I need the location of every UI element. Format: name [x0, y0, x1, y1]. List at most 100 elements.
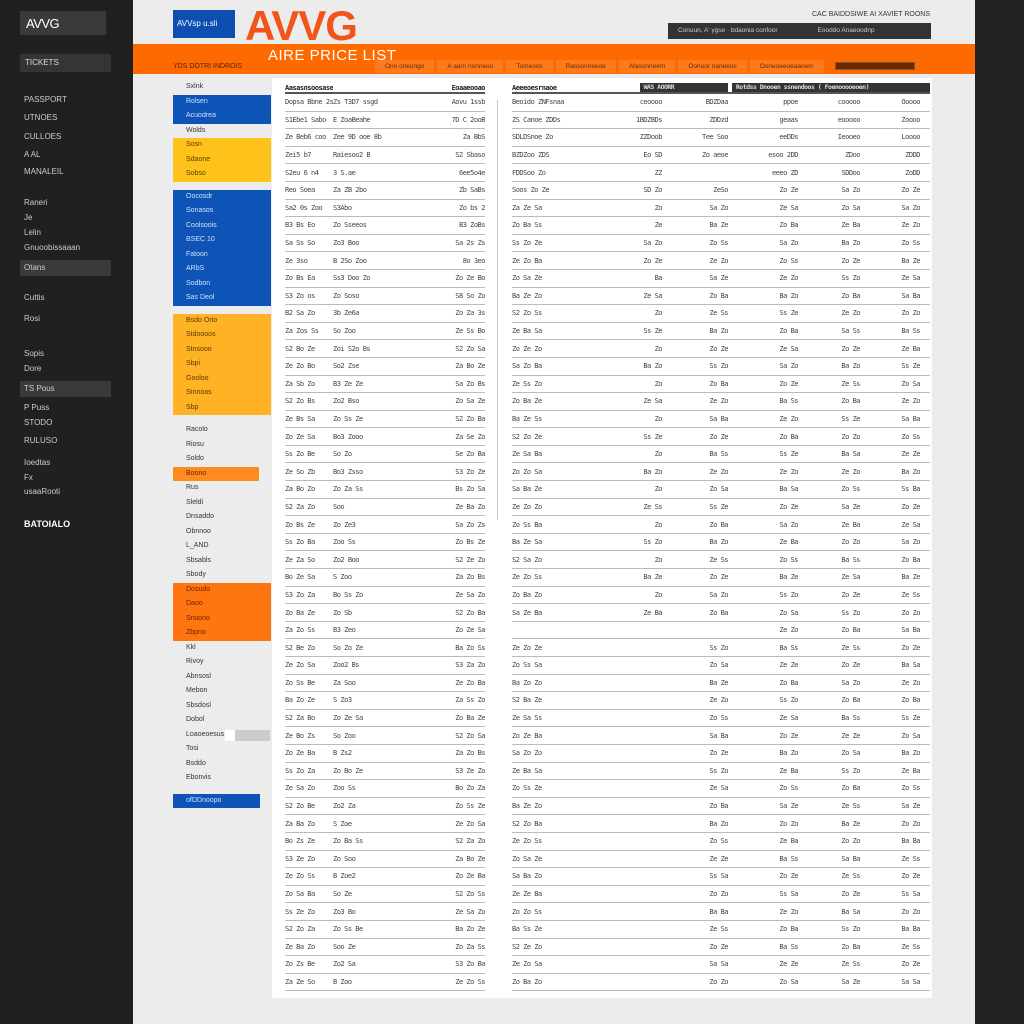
table-row[interactable]: S2 Ba Ze Ze Zo Ss Zo Zo Ba Zo Ba: [512, 692, 930, 710]
table-row[interactable]: Ba Ze Ss Zo Sa Ba Ze Zo Ss Ze Sa Ba: [512, 411, 930, 429]
category-item[interactable]: Loaoeoesus: [173, 728, 271, 743]
sidebar-item[interactable]: RULUSO: [24, 436, 58, 445]
table-row[interactable]: S2eu 6 n4 3 S.ae 6ee5o4e: [285, 164, 485, 182]
category-item[interactable]: Kkl: [173, 641, 271, 656]
category-item[interactable]: Sobso: [173, 167, 271, 182]
sidebar-item[interactable]: Sopis: [24, 349, 45, 358]
category-item[interactable]: Bsddo: [173, 757, 271, 772]
table-row[interactable]: Zo Zs Be Zo2 Sa S3 Zo Ba: [285, 956, 485, 974]
table-row[interactable]: Zo Ss Ba Zo Zo Ba Sa Zo Ze Ba Ze Sa: [512, 516, 930, 534]
table-row[interactable]: S3 Ze Zo Zo Soo Za Bo Ze: [285, 851, 485, 869]
category-item[interactable]: BSEC 10: [173, 233, 271, 248]
table-row[interactable]: S2 Zo Bs Zo2 Bso Zo Sa Ze: [285, 393, 485, 411]
table-row[interactable]: Zo Ze Ba B Zs2 Za Zo Bs: [285, 745, 485, 763]
table-row[interactable]: Ss Ze Zo Zo3 Bo Ze Sa Zo: [285, 903, 485, 921]
table-row[interactable]: Zo Ss Be Za Soo Ze Zo Ba: [285, 675, 485, 693]
table-row[interactable]: Ze Sa Ss Zo Ss Ze Sa Ba Ss Ss Ze: [512, 710, 930, 728]
table-row[interactable]: Za Bo Zo Zo Za Ss Bs Zo Sa: [285, 481, 485, 499]
table-row[interactable]: Ze Ba Sa Ss Zo Ze Ba Ss Zo Ze Ba: [512, 763, 930, 781]
category-item[interactable]: Abnsosl: [173, 670, 271, 685]
category-item[interactable]: Riosu: [173, 438, 271, 453]
table-row[interactable]: Zo Ba Zo Zo Zo Zo Sa Sa Ze Sa Sa: [512, 974, 930, 992]
topbar-link[interactable]: Eooddo Anaeoodnp: [817, 27, 875, 34]
table-row[interactable]: S2 Zo Be Zo2 Za Zo Ss Ze: [285, 798, 485, 816]
table-row[interactable]: Zo Ba Ss Ze Ba Ze Zo Ba Ze Ba Ze Zo: [512, 217, 930, 235]
sidebar-item[interactable]: Gnuoobissaaan: [24, 243, 81, 252]
table-row[interactable]: Ze Zo Bo So2 Zse Za Bo Ze: [285, 358, 485, 376]
sidebar-item[interactable]: Dore: [24, 364, 42, 373]
table-row[interactable]: S1Ebe1 Sabo E ZoaBeahe 7D C 2ooB: [285, 112, 485, 130]
table-row[interactable]: Zo Bs Ze Zo Ze3 Sa Zo Zs: [285, 516, 485, 534]
table-row[interactable]: Zo Bs Ea Ss3 Doo Zo Zo Ze Bo: [285, 270, 485, 288]
sidebar-item[interactable]: Raneri: [24, 198, 48, 207]
table-row[interactable]: S2 Zo Ze Ss Ze Zo Ze Zo Ba Zo Zo Zo Ss: [512, 428, 930, 446]
category-item[interactable]: Sbpi: [173, 357, 271, 372]
table-row[interactable]: Za Ze Sa Zo Sa Zo Ze Sa Zo Sa Sa Zo: [512, 200, 930, 218]
sidebar-item[interactable]: Rosi: [24, 314, 41, 323]
category-item[interactable]: Soldo: [173, 452, 271, 467]
table-row[interactable]: Ba Ss Ze Ze Ss Zo Ba Ss Zo Ba Ba: [512, 921, 930, 939]
table-row[interactable]: Zo Ze Ba Sa Ba Zo Ze Ze Ze Zo Sa: [512, 727, 930, 745]
category-item[interactable]: Stdoooos: [173, 328, 271, 343]
sidebar-item[interactable]: Lelin: [24, 228, 41, 237]
sidebar-item[interactable]: TS Pous: [20, 381, 111, 397]
table-row[interactable]: Dopsa Bbne 2s Zs T3D7 ssgd Aovu 1ssb: [285, 94, 485, 112]
table-row[interactable]: S2 Zo Ba Ba Zo Zo Zo Ba Ze Zo Zo: [512, 815, 930, 833]
nav-tab[interactable]: Oonuor naneeos: [678, 60, 747, 73]
category-item[interactable]: Daoo: [173, 597, 271, 612]
table-row[interactable]: S3 Zo os Zo Soso S8 So Zo: [285, 288, 485, 306]
category-item[interactable]: Acuodrea: [173, 109, 271, 124]
category-item[interactable]: Boono: [173, 466, 259, 481]
table-row[interactable]: Zo Sa Ze Ze Ze Ba Ss Sa Ba Ze Ss: [512, 851, 930, 869]
category-item[interactable]: Sbsabls: [173, 554, 271, 569]
table-row[interactable]: Zo Sa Ze Ba Sa Ze Ze Zo Ss Zo Ze Sa: [512, 270, 930, 288]
category-item[interactable]: ARbS: [173, 262, 271, 277]
table-row[interactable]: SDLDSnoe Zo ZZDoob Tee Soo eeDDs Ieooeo Loooo: [512, 129, 930, 147]
table-row[interactable]: Ze Bs Sa Zo Ss Ze S2 Zo Ba: [285, 411, 485, 429]
table-row[interactable]: Zei5 b7 Raiesoo2 B S2 Sbaso: [285, 147, 485, 165]
table-row[interactable]: Ze So Zb Bo3 Zsso S3 Zo Ze: [285, 463, 485, 482]
table-row[interactable]: Sa Zo Ba Ba Zo Ss Zo Sa Zo Ba Zo Ss Ze: [512, 358, 930, 376]
table-row[interactable]: Ba Ze Zo Zo Ba Sa Ze Ze Ss Sa Ze: [512, 798, 930, 816]
table-row[interactable]: Ss Zo Be So Zo Se Zo Ba: [285, 446, 485, 464]
category-item[interactable]: Sbody: [173, 568, 271, 583]
table-row[interactable]: Zo Ze Sa Bo3 Zooo Za Se Zo: [285, 428, 485, 446]
nav-tab[interactable]: Ooneoeeoeaaoem: [749, 60, 824, 73]
table-row[interactable]: Zo Zo Sa Ba Zo Ze Zo Ze Zo Ze Zo Ba Zo: [512, 463, 930, 482]
table-row[interactable]: Za Ze So B Zoo Ze Zo Ss: [285, 974, 485, 992]
table-row[interactable]: Ze Zo Zo Ba Sa Ba: [512, 622, 930, 640]
category-item[interactable]: Sas Deol: [173, 291, 271, 306]
table-row[interactable]: Beoido ZNFsnaa ceoooo BDZDaa ppoe cooooo Oooo…: [512, 94, 930, 112]
sidebar-item[interactable]: P Puss: [24, 403, 50, 412]
sidebar-item[interactable]: Cuttis: [24, 293, 45, 302]
category-item[interactable]: Stnsooo: [173, 342, 271, 357]
category-item[interactable]: Stnnoas: [173, 386, 271, 401]
table-row[interactable]: Ba Zo Ze S Zo3 Za Ss Zo: [285, 692, 485, 710]
table-row[interactable]: Zo Ss Ze Ze Sa Zo Ss Zo Ba Zo Ss: [512, 780, 930, 798]
category-item[interactable]: Mebon: [173, 684, 271, 699]
table-row[interactable]: Ba Ze Sa Ss Zo Ba Zo Ze Ba Zo Zo Sa Zo: [512, 534, 930, 552]
table-row[interactable]: Zo Ss Sa Zo Sa Ze Ze Zo Ze Ba Sa: [512, 657, 930, 675]
table-row[interactable]: Sa Ba Zo Ss Sa Zo Ze Ze Ss Zo Ze: [512, 868, 930, 886]
topbar-link[interactable]: Conuun, A' ygse · bdaonia confoor: [678, 27, 778, 34]
brand-logo-box[interactable]: AVVsp u.sli: [173, 10, 235, 38]
sidebar-item[interactable]: PASSPORT: [24, 95, 67, 104]
table-row[interactable]: BZDZoo ZDS Eo SD Zo aeoe esoo 2DD ZDoo ZDDD: [512, 147, 930, 165]
table-row[interactable]: Zo Zo Ss Ba Ba Ze Zo Ba Sa Zo Zo: [512, 903, 930, 921]
sidebar-item[interactable]: usaaRooti: [24, 487, 61, 496]
table-row[interactable]: Za Ba Zo S Zoe Ze Zo Sa: [285, 815, 485, 833]
table-row[interactable]: Ss Zo Za Zo Bo Ze S3 Ze Zo: [285, 763, 485, 781]
table-row[interactable]: Ze Bo Zs So Zoo S2 Zo Sa: [285, 727, 485, 745]
table-row[interactable]: Sa2 0s Zoo S3Abo Zo bs 2: [285, 200, 485, 218]
table-row[interactable]: Ba Zo Zo Ba Ze Zo Ba Sa Zo Ze Zo: [512, 675, 930, 693]
table-row[interactable]: Zo Ba Ze Zo Sb S2 Zo Ba: [285, 604, 485, 622]
table-row[interactable]: Ze Zo Zo Ze Ss Ss Ze Zo Ze Sa Ze Zo Ze: [512, 499, 930, 517]
category-item[interactable]: Gooloo: [173, 371, 271, 386]
nav-tab[interactable]: Afasonneem: [618, 60, 676, 73]
sidebar-item[interactable]: STODO: [24, 418, 53, 427]
table-row[interactable]: Sa Ba Ze Zo Zo Sa Ba Sa Zo Ss Ss Ba: [512, 481, 930, 499]
table-row[interactable]: Ze Zo Sa Sa Sa Ze Ze Ze Ss Zo Ze: [512, 956, 930, 974]
table-row[interactable]: S2 Be Zo So Zo Ze Ba Zo Ss: [285, 639, 485, 657]
category-item[interactable]: Sxlnk: [173, 80, 271, 95]
toggle-switch[interactable]: [225, 729, 270, 741]
